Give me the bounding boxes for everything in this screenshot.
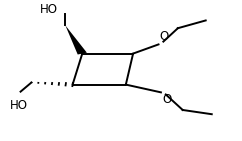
Text: O: O: [162, 93, 171, 106]
Text: HO: HO: [10, 99, 28, 112]
Text: O: O: [160, 30, 169, 43]
Polygon shape: [65, 25, 87, 55]
Text: HO: HO: [40, 3, 58, 16]
